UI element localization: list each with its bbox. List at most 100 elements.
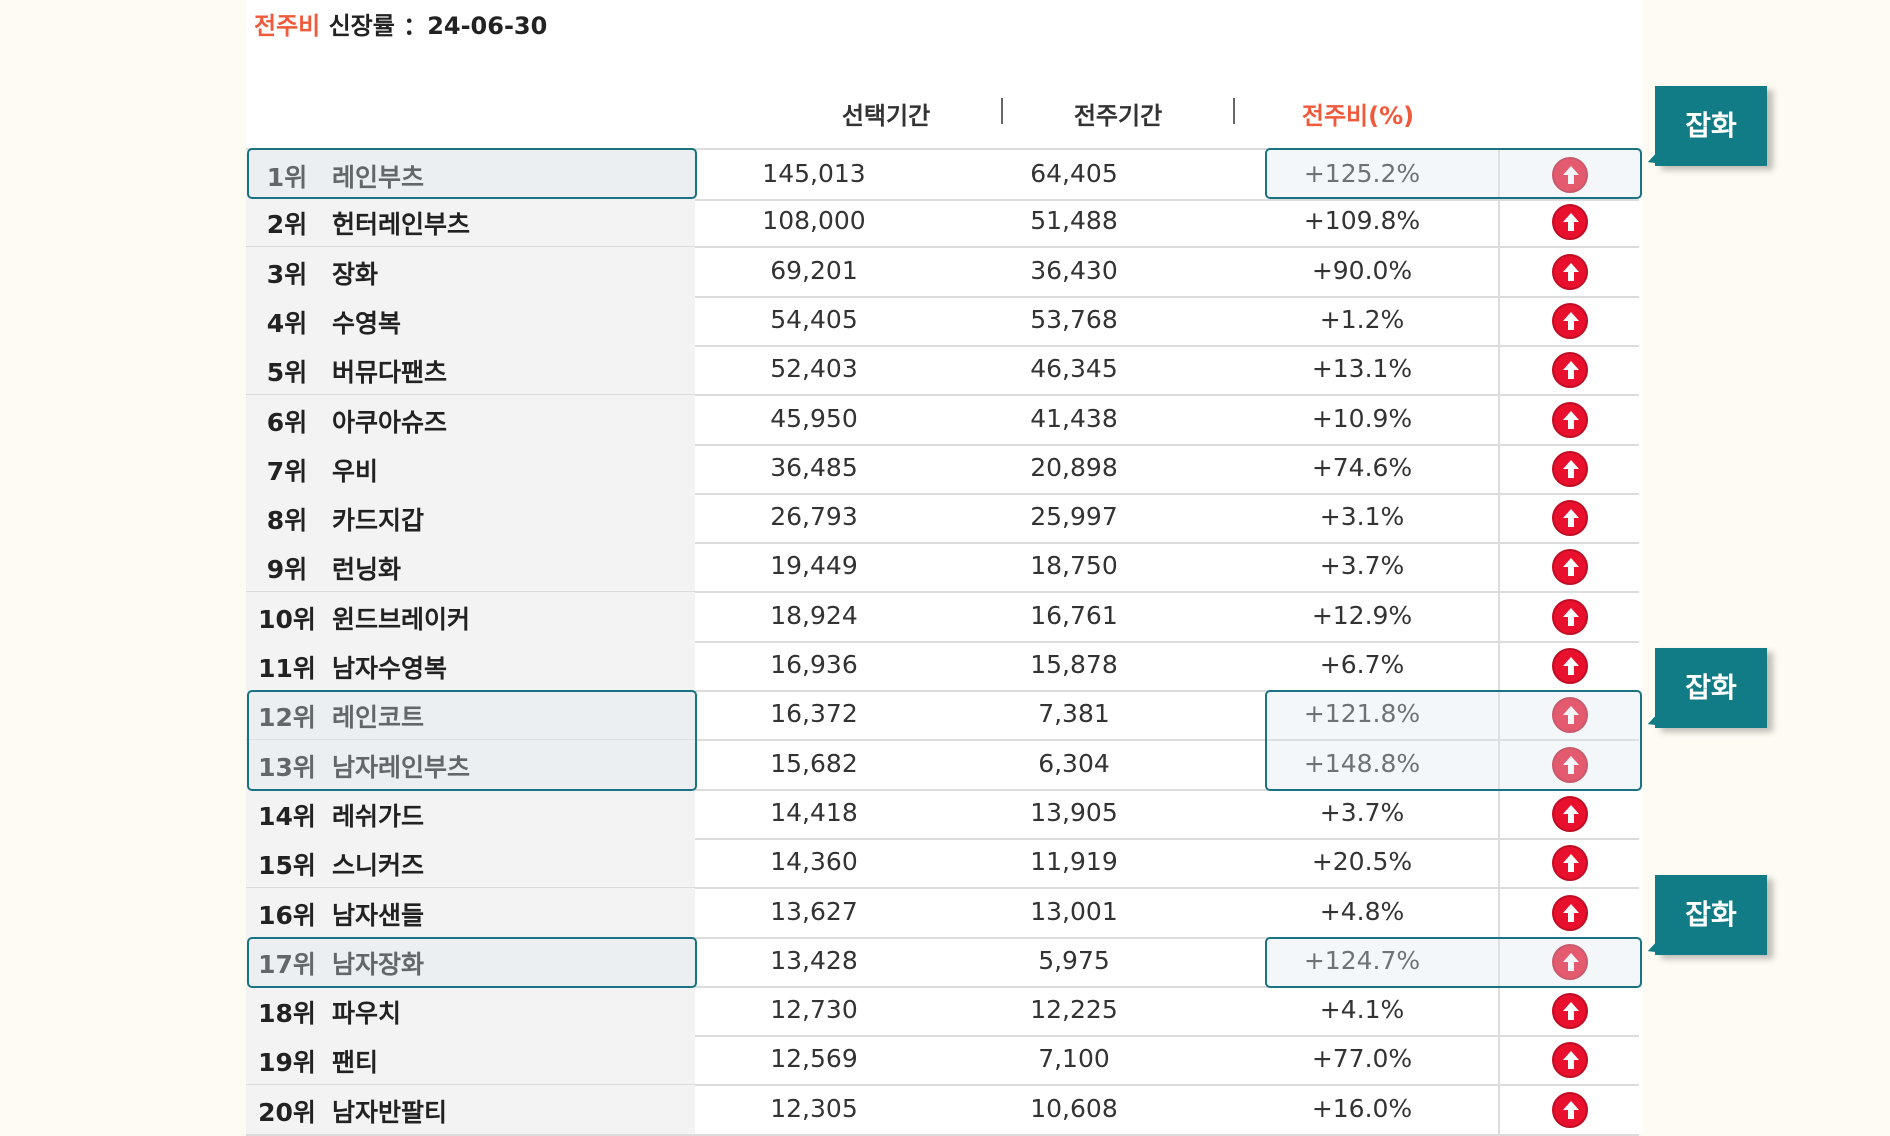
name-cell: 9위 런닝화: [246, 542, 695, 592]
item-name: 남자샌들: [332, 900, 425, 930]
table-row[interactable]: 8위 카드지갑 26,793 25,997 +3.1%: [246, 493, 1639, 545]
arrow-up-circle-icon: [1552, 302, 1588, 339]
table-row[interactable]: 12위 레인코트 16,372 7,381 +121.8%: [246, 690, 1639, 742]
table-row[interactable]: 2위 헌터레인부츠 108,000 51,488 +109.8%: [246, 197, 1639, 249]
previous-value: 46,345: [1030, 354, 1118, 384]
selected-value: 26,793: [770, 502, 858, 532]
rank-label: 18위: [258, 999, 316, 1029]
table-row[interactable]: 1위 레인부츠 145,013 64,405 +125.2%: [246, 148, 1639, 201]
rank-label: 12위: [258, 703, 316, 733]
item-name: 남자수영복: [332, 654, 448, 683]
rank-label: 2위: [266, 210, 308, 240]
rank-label: 15위: [258, 851, 316, 881]
selected-value: 16,936: [770, 650, 858, 679]
rank-label: 10위: [258, 604, 316, 634]
selected-value: 16,372: [770, 699, 858, 729]
arrow-up-circle-icon: [1552, 1042, 1588, 1079]
arrow-up-circle-icon: [1552, 845, 1588, 882]
ratio-value: +3.7%: [1319, 797, 1405, 827]
arrow-up-circle-icon: [1552, 157, 1588, 193]
arrow-up-circle-icon: [1552, 352, 1588, 389]
table-row[interactable]: 3위 장화 69,201 36,430 +90.0%: [246, 246, 1639, 298]
column-divider: [1498, 443, 1500, 493]
table-row[interactable]: 15위 스니커즈 14,360 11,919 +20.5%: [246, 838, 1639, 890]
previous-value: 11,919: [1030, 847, 1118, 877]
ratio-value: +3.1%: [1319, 502, 1405, 532]
rank-label: 8위: [266, 506, 308, 536]
page-title: 전주비 신장률 ：24-06-30: [254, 6, 547, 41]
selected-value: 12,730: [770, 995, 858, 1025]
table-row[interactable]: 13위 남자레인부츠 15,682 6,304 +148.8%: [246, 739, 1639, 791]
rank-label: 17위: [258, 949, 316, 979]
ratio-value: +12.9%: [1311, 600, 1413, 630]
column-divider: [1498, 197, 1500, 247]
table-row[interactable]: 4위 수영복 54,405 53,768 +1.2%: [246, 295, 1639, 347]
name-cell: 4위 수영복: [246, 295, 695, 345]
name-cell: 5위 버뮤다팬츠: [246, 345, 695, 395]
previous-value: 7,381: [1038, 699, 1110, 729]
item-name: 수영복: [332, 308, 402, 338]
rank-label: 5위: [266, 358, 308, 388]
name-cell: 6위 아쿠아슈즈: [246, 394, 695, 444]
ratio-value: +13.1%: [1311, 354, 1413, 384]
callout-label: 잡화: [1643, 648, 1767, 736]
callout-text: 잡화: [1655, 648, 1767, 729]
ratio-value: +77.0%: [1311, 1044, 1413, 1074]
table-row[interactable]: 20위 남자반팔티 12,305 10,608 +16.0%: [246, 1084, 1639, 1136]
arrow-up-circle-icon: [1552, 648, 1588, 684]
name-cell: 14위 레쉬가드: [246, 788, 695, 838]
arrow-up-circle-icon: [1552, 943, 1588, 980]
previous-value: 15,878: [1030, 650, 1118, 679]
header-selected-period: 선택기간: [841, 102, 931, 130]
column-divider: [1498, 641, 1500, 690]
arrow-up-circle-icon: [1552, 253, 1588, 290]
selected-value: 13,627: [770, 896, 858, 926]
ratio-value: +4.8%: [1319, 896, 1405, 926]
column-divider: [1498, 246, 1500, 296]
table-row[interactable]: 9위 런닝화 19,449 18,750 +3.7%: [246, 542, 1639, 594]
table-row[interactable]: 6위 아쿠아슈즈 45,950 41,438 +10.9%: [246, 394, 1639, 446]
ratio-value: +1.2%: [1319, 304, 1405, 334]
callout-text: 잡화: [1655, 86, 1767, 166]
ratio-value: +74.6%: [1311, 452, 1413, 482]
title-rest: 신장률 ：24-06-30: [320, 12, 548, 40]
ratio-value: +148.8%: [1303, 748, 1421, 778]
table-row[interactable]: 10위 윈드브레이커 18,924 16,761 +12.9%: [246, 591, 1639, 643]
table-row[interactable]: 7위 우비 36,485 20,898 +74.6%: [246, 443, 1639, 495]
previous-value: 25,997: [1030, 502, 1118, 532]
table-row[interactable]: 18위 파우치 12,730 12,225 +4.1%: [246, 986, 1639, 1038]
ratio-value: +124.7%: [1303, 945, 1421, 975]
arrow-up-circle-icon: [1552, 598, 1588, 635]
ratio-value: +121.8%: [1303, 699, 1421, 729]
ratio-value: +3.7%: [1319, 551, 1405, 581]
table-row[interactable]: 17위 남자장화 13,428 5,975 +124.7%: [246, 936, 1639, 988]
rank-label: 7위: [266, 456, 308, 486]
name-cell: 17위 남자장화: [246, 936, 695, 986]
item-name: 카드지갑: [332, 506, 425, 536]
column-divider: [1498, 493, 1500, 543]
title-accent: 전주비: [254, 12, 321, 40]
table-row[interactable]: 5위 버뮤다팬츠 52,403 46,345 +13.1%: [246, 345, 1639, 397]
column-divider: [1498, 838, 1500, 888]
selected-value: 45,950: [770, 403, 858, 433]
name-cell: 2위 헌터레인부츠: [246, 197, 695, 247]
name-cell: 13위 남자레인부츠: [246, 739, 695, 789]
table-row[interactable]: 14위 레쉬가드 14,418 13,905 +3.7%: [246, 788, 1639, 840]
table-row[interactable]: 16위 남자샌들 13,627 13,001 +4.8%: [246, 887, 1639, 939]
callout-text: 잡화: [1655, 874, 1767, 955]
name-cell: 7위 우비: [246, 443, 695, 493]
arrow-up-circle-icon: [1552, 795, 1588, 832]
selected-value: 12,569: [770, 1044, 858, 1074]
table-row[interactable]: 19위 팬티 12,569 7,100 +77.0%: [246, 1035, 1639, 1087]
column-divider: [1498, 690, 1500, 740]
ratio-value: +4.1%: [1319, 995, 1405, 1025]
item-name: 레인코트: [332, 703, 425, 733]
rank-label: 6위: [266, 407, 308, 437]
name-cell: 16위 남자샌들: [246, 887, 695, 937]
item-name: 헌터레인부츠: [332, 210, 471, 240]
header-ratio: 전주비(%): [1301, 102, 1415, 130]
table-row[interactable]: 11위 남자수영복 16,936 15,878 +6.7%: [246, 641, 1639, 692]
previous-value: 51,488: [1030, 206, 1118, 236]
item-name: 장화: [332, 259, 379, 289]
item-name: 버뮤다팬츠: [332, 358, 448, 388]
